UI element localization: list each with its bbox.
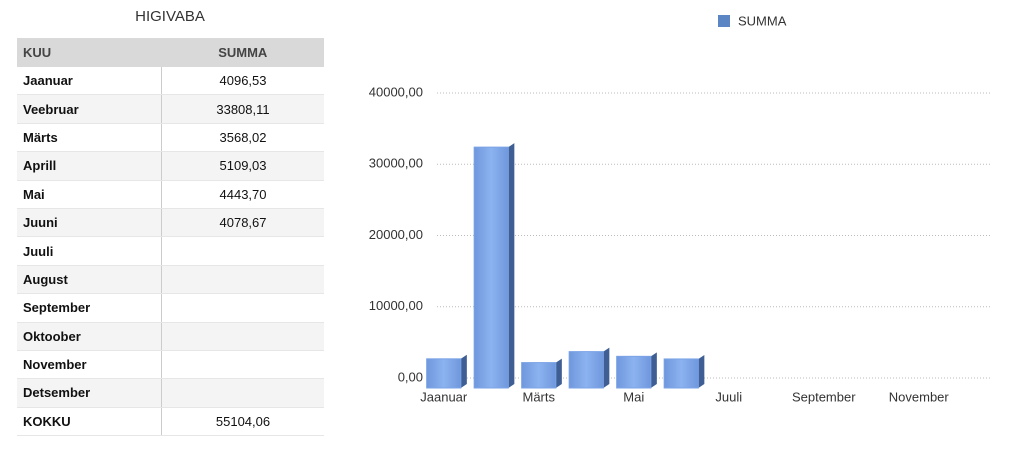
- x-tick-label: Mai: [623, 389, 644, 404]
- y-tick-label: 40000,00: [369, 84, 423, 99]
- month-cell: November: [17, 350, 162, 380]
- x-tick-label: Juuli: [715, 389, 742, 404]
- bar: [663, 358, 699, 389]
- month-cell: Detsember: [17, 378, 162, 408]
- value-cell: [161, 236, 324, 266]
- x-tick-label: Jaanuar: [420, 389, 468, 404]
- value-cell: [161, 265, 324, 295]
- month-cell: Juuni: [17, 208, 162, 238]
- y-tick-label: 10000,00: [369, 298, 423, 313]
- bar-side: [460, 354, 467, 388]
- bar-side: [698, 354, 705, 388]
- table-title: HIGIVABA: [135, 8, 205, 25]
- table-row: Oktoober: [17, 322, 324, 351]
- header-cell: KUU: [17, 38, 162, 67]
- table-row: Jaanuar 4096,53: [17, 67, 324, 96]
- value-cell: 4096,53: [161, 67, 324, 96]
- month-cell: Jaanuar: [17, 67, 162, 96]
- bar-side: [508, 143, 515, 388]
- month-cell: KOKKU: [17, 407, 162, 437]
- bar-side: [603, 347, 610, 388]
- value-cell: 4443,70: [161, 180, 324, 209]
- y-tick-label: 30000,00: [369, 156, 423, 171]
- x-tick-label: September: [792, 389, 856, 404]
- month-cell: Juuli: [17, 236, 162, 266]
- month-cell: Märts: [17, 123, 162, 153]
- table-row: Detsember: [17, 378, 324, 408]
- table-row: November: [17, 350, 324, 380]
- value-cell: 55104,06: [161, 407, 324, 437]
- value-cell: 4078,67: [161, 208, 324, 238]
- x-tick-label: November: [889, 389, 950, 404]
- month-cell: Oktoober: [17, 322, 162, 351]
- bar: [616, 355, 652, 389]
- value-cell: 5109,03: [161, 151, 324, 181]
- x-tick-label: Märts: [523, 389, 556, 404]
- table-row: Veebruar 33808,11: [17, 94, 324, 124]
- month-cell: September: [17, 293, 162, 323]
- bar: [521, 362, 557, 389]
- value-cell: [161, 350, 324, 380]
- value-cell: [161, 322, 324, 351]
- value-cell: 3568,02: [161, 123, 324, 153]
- legend-label: SUMMA: [738, 13, 787, 28]
- table-row: August: [17, 265, 324, 295]
- table-row: Juuni 4078,67: [17, 208, 324, 238]
- bar-side: [650, 352, 657, 388]
- value-cell: [161, 293, 324, 323]
- table-row: Aprill 5109,03: [17, 151, 324, 181]
- month-cell: Aprill: [17, 151, 162, 181]
- header-row: KUU SUMMA: [17, 38, 324, 67]
- value-cell: [161, 378, 324, 408]
- bar: [426, 358, 462, 389]
- month-cell: Mai: [17, 180, 162, 209]
- table-body: Jaanuar 4096,53 Veebruar 33808,11 Märts 3568,…: [17, 67, 324, 437]
- table-row: Juuli: [17, 236, 324, 266]
- y-tick-label: 20000,00: [369, 227, 423, 242]
- table-row: Mai 4443,70: [17, 180, 324, 209]
- month-cell: Veebruar: [17, 94, 162, 124]
- table-row: KOKKU 55104,06: [17, 407, 324, 437]
- bar: [568, 351, 604, 389]
- y-tick-label: 0,00: [398, 369, 423, 384]
- value-cell: 33808,11: [161, 94, 324, 124]
- month-cell: August: [17, 265, 162, 295]
- table-row: September: [17, 293, 324, 323]
- bar-side: [555, 358, 562, 388]
- header-cell: SUMMA: [161, 38, 324, 67]
- data-table: KUU SUMMA Jaanuar 4096,53 Veebruar 33808,11…: [17, 38, 324, 437]
- bar: [473, 146, 509, 389]
- legend-swatch: [718, 15, 730, 27]
- table-row: Märts 3568,02: [17, 123, 324, 153]
